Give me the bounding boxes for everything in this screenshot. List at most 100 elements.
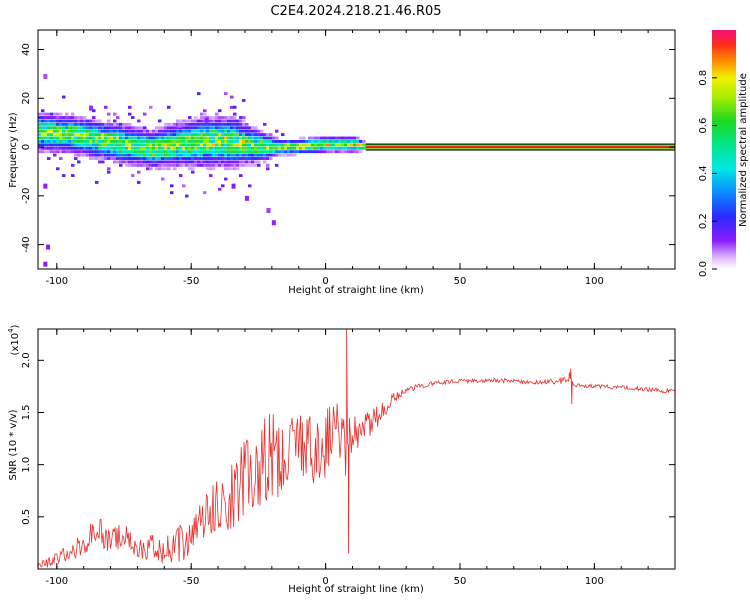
colorbar-label: Normalized spectral amplitude	[738, 73, 749, 227]
heat-cell	[137, 136, 141, 140]
heat-cell	[146, 160, 150, 164]
heat-cell	[113, 133, 117, 137]
heat-cell	[173, 160, 177, 164]
heat-cell	[338, 146, 342, 150]
snr-background	[38, 329, 675, 569]
heat-cell	[356, 146, 360, 150]
heat-cell	[230, 150, 234, 154]
heat-cell	[215, 146, 219, 150]
heat-cell	[107, 157, 111, 160]
heat-cell	[212, 150, 216, 154]
heat-cell	[65, 126, 69, 130]
heat-cell	[194, 160, 198, 164]
heat-cell	[71, 136, 75, 140]
heat-cell	[308, 143, 312, 147]
heat-cell	[74, 139, 78, 143]
heat-cell	[293, 139, 297, 143]
heat-cell	[218, 160, 222, 164]
heat-cell	[254, 160, 258, 164]
heat-cell	[320, 150, 324, 154]
heat-cell	[236, 160, 240, 164]
heat-cell	[245, 126, 249, 130]
heat-cell	[335, 136, 339, 140]
heat-cell	[92, 150, 96, 154]
heat-cell	[245, 153, 249, 157]
heat-cell	[137, 133, 141, 137]
heat-cell	[74, 153, 78, 157]
heat-cell	[92, 116, 96, 119]
heat-cell	[116, 146, 120, 150]
heat-cell	[59, 146, 63, 150]
heat-cell	[98, 153, 102, 157]
heat-cell	[167, 105, 171, 109]
heat-speckle	[177, 122, 182, 128]
heat-cell	[80, 116, 84, 119]
heat-cell	[233, 150, 237, 154]
heat-cell	[116, 116, 120, 119]
heat-cell	[359, 150, 363, 154]
heat-cell	[134, 133, 138, 137]
heat-cell	[71, 163, 75, 167]
heat-cell	[224, 167, 228, 171]
heat-cell	[59, 143, 63, 147]
heat-cell	[362, 143, 366, 147]
heat-cell	[110, 157, 114, 160]
heat-cell	[143, 139, 147, 143]
heat-cell	[86, 146, 90, 150]
heat-cell	[74, 116, 78, 119]
heat-cell	[215, 122, 219, 126]
heat-cell	[53, 139, 57, 143]
heat-cell	[197, 160, 201, 164]
heat-cell	[221, 122, 225, 126]
heat-cell	[341, 143, 345, 147]
heat-cell	[65, 119, 69, 123]
heat-cell	[269, 143, 273, 147]
heat-cell	[239, 150, 243, 154]
heat-cell	[77, 153, 81, 157]
x-tick-label: 0	[322, 276, 328, 287]
heat-cell	[176, 139, 180, 143]
heat-cell	[77, 126, 81, 130]
heat-cell	[89, 129, 93, 133]
spectrogram-frame	[37, 29, 676, 270]
heat-cell	[104, 129, 108, 133]
heat-cell	[59, 150, 63, 154]
heat-cell	[95, 153, 99, 157]
colorbar-tick-label: 0.2	[698, 213, 709, 229]
heat-cell	[158, 143, 162, 147]
heat-cell	[104, 136, 108, 140]
heat-cell	[83, 129, 87, 133]
heat-cell	[191, 122, 195, 126]
heat-cell	[257, 163, 261, 167]
heat-cell	[257, 136, 261, 140]
spectrogram-y-label: Frequency (Hz)	[8, 112, 19, 188]
heat-cell	[80, 133, 84, 137]
heat-cell	[104, 146, 108, 150]
heat-cell	[179, 143, 183, 147]
heat-cell	[332, 146, 336, 150]
heat-cell	[263, 136, 267, 140]
heat-cell	[221, 150, 225, 154]
heat-cell	[116, 160, 120, 164]
heat-cell	[197, 122, 201, 126]
heat-cell	[107, 119, 111, 123]
heat-cell	[194, 163, 198, 167]
heat-cell	[71, 146, 75, 150]
heat-cell	[239, 133, 243, 137]
heat-cell	[212, 122, 216, 126]
heat-cell	[239, 157, 243, 160]
heat-cell	[125, 139, 129, 143]
heat-cell	[344, 136, 348, 140]
heat-cell	[125, 157, 129, 160]
heat-cell	[77, 122, 81, 126]
heat-cell	[233, 157, 237, 160]
heat-cell	[131, 153, 135, 157]
y-tick-label: -20	[21, 188, 32, 204]
heat-cell	[74, 122, 78, 126]
heat-cell	[245, 163, 249, 167]
heat-cell	[200, 126, 204, 130]
heat-cell	[200, 146, 204, 150]
heat-cell	[230, 163, 234, 167]
heat-cell	[287, 150, 291, 154]
heat-cell	[251, 163, 255, 167]
